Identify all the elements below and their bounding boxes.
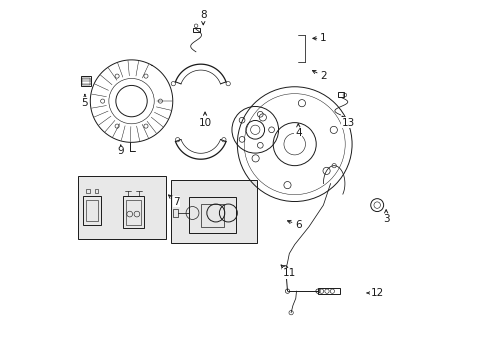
Text: 12: 12 xyxy=(366,288,383,298)
Bar xyxy=(201,204,223,226)
Text: 13: 13 xyxy=(341,116,354,128)
Bar xyxy=(188,197,235,233)
Text: 5: 5 xyxy=(81,94,88,108)
Bar xyxy=(86,189,89,193)
Text: 2: 2 xyxy=(312,71,326,81)
Text: 7: 7 xyxy=(168,195,179,207)
Text: 3: 3 xyxy=(382,210,388,224)
Text: 8: 8 xyxy=(200,10,206,25)
Bar xyxy=(126,200,140,225)
Text: 10: 10 xyxy=(198,112,211,128)
Bar xyxy=(82,78,90,85)
Text: 4: 4 xyxy=(294,123,301,138)
Text: 9: 9 xyxy=(117,145,124,156)
Bar xyxy=(317,288,339,294)
Bar xyxy=(81,76,91,86)
Bar xyxy=(94,189,98,193)
Bar xyxy=(172,210,178,217)
Text: 6: 6 xyxy=(287,220,301,230)
Text: 11: 11 xyxy=(281,265,295,278)
Bar xyxy=(192,28,199,32)
Bar xyxy=(122,196,144,228)
Bar xyxy=(83,196,101,225)
Text: 1: 1 xyxy=(312,33,326,43)
Bar xyxy=(86,200,98,221)
Bar xyxy=(171,180,257,243)
Bar xyxy=(78,176,165,239)
Bar xyxy=(338,93,344,97)
